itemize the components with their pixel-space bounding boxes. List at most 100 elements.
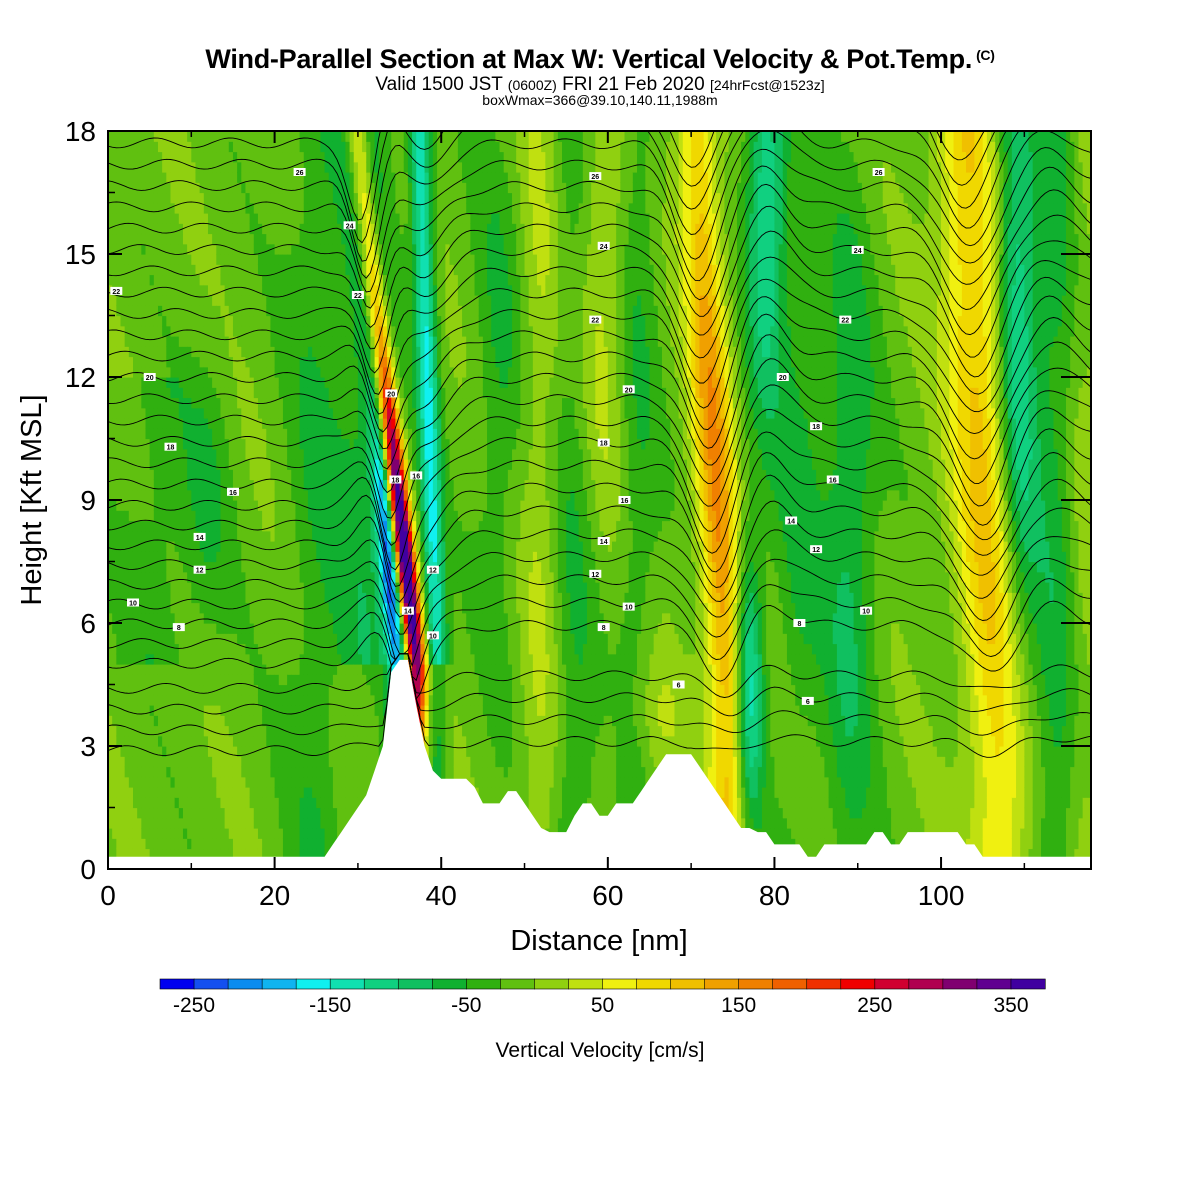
velocity-cell <box>341 602 347 614</box>
velocity-cell <box>312 264 317 276</box>
velocity-cell <box>162 530 167 542</box>
velocity-cell <box>141 510 147 522</box>
velocity-cell <box>357 223 363 235</box>
velocity-cell <box>391 510 397 522</box>
velocity-cell <box>295 807 301 819</box>
velocity-cell <box>299 571 305 583</box>
velocity-cell <box>195 828 201 839</box>
velocity-cell <box>108 469 113 481</box>
velocity-cell <box>241 459 247 470</box>
velocity-cell <box>353 530 359 542</box>
velocity-cell <box>357 756 363 768</box>
velocity-cell <box>157 633 163 645</box>
velocity-cell <box>178 561 184 573</box>
velocity-cell <box>108 438 113 450</box>
velocity-cell <box>320 674 326 686</box>
velocity-cell <box>203 817 209 829</box>
velocity-cell <box>124 243 130 255</box>
velocity-cell <box>245 325 251 337</box>
velocity-cell <box>245 448 251 460</box>
velocity-cell <box>345 653 351 665</box>
velocity-cell <box>341 182 347 194</box>
velocity-cell <box>232 305 238 317</box>
velocity-cell <box>316 315 322 327</box>
velocity-cell <box>387 459 392 470</box>
velocity-cell <box>228 828 234 839</box>
velocity-cell <box>370 643 376 655</box>
velocity-cell <box>112 571 117 583</box>
velocity-cell <box>108 418 113 429</box>
velocity-cell <box>120 766 126 778</box>
velocity-cell <box>291 325 297 337</box>
velocity-cell <box>253 848 259 860</box>
velocity-cell <box>157 243 163 255</box>
velocity-cell <box>166 561 172 573</box>
velocity-cell <box>357 510 363 522</box>
velocity-cell <box>362 766 367 778</box>
velocity-cell <box>320 346 326 358</box>
velocity-cell <box>162 489 167 501</box>
velocity-cell <box>220 397 226 409</box>
velocity-cell <box>178 756 184 768</box>
velocity-cell <box>237 612 242 624</box>
velocity-cell <box>278 797 284 809</box>
velocity-cell <box>162 756 167 768</box>
velocity-cell <box>166 664 172 675</box>
velocity-cell <box>220 520 226 532</box>
velocity-cell <box>278 715 284 727</box>
velocity-cell <box>149 510 155 522</box>
velocity-cell <box>170 756 176 768</box>
velocity-cell <box>332 766 338 778</box>
velocity-cell <box>382 192 388 204</box>
velocity-cell <box>232 633 238 645</box>
velocity-cell <box>116 469 122 481</box>
velocity-cell <box>391 469 397 481</box>
velocity-cell <box>253 664 259 675</box>
velocity-cell <box>366 623 372 634</box>
velocity-cell <box>274 254 280 265</box>
velocity-cell <box>320 776 326 788</box>
velocity-cell <box>337 397 342 409</box>
velocity-cell <box>370 602 376 614</box>
velocity-cell <box>203 828 209 839</box>
velocity-cell <box>153 131 159 142</box>
velocity-cell <box>182 161 188 173</box>
velocity-cell <box>278 766 284 778</box>
velocity-cell <box>108 838 113 850</box>
velocity-cell <box>249 233 255 245</box>
velocity-cell <box>120 336 126 347</box>
velocity-cell <box>374 612 380 624</box>
velocity-cell <box>270 653 276 665</box>
velocity-cell <box>241 592 247 604</box>
velocity-cell <box>332 254 338 265</box>
velocity-cell <box>141 551 147 563</box>
velocity-cell <box>370 356 376 368</box>
velocity-cell <box>328 346 334 358</box>
velocity-cell <box>257 274 263 286</box>
velocity-cell <box>345 602 351 614</box>
velocity-cell <box>241 530 247 542</box>
velocity-cell <box>241 817 247 829</box>
velocity-cell <box>137 684 142 696</box>
velocity-cell <box>132 797 138 809</box>
velocity-cell <box>237 192 242 204</box>
velocity-cell <box>312 756 317 768</box>
velocity-cell <box>366 407 372 419</box>
velocity-cell <box>203 776 209 788</box>
velocity-cell <box>312 582 317 593</box>
velocity-cell <box>195 725 201 737</box>
velocity-cell <box>108 233 113 245</box>
velocity-cell <box>324 264 330 276</box>
velocity-cell <box>199 725 205 737</box>
velocity-cell <box>320 284 326 296</box>
velocity-cell <box>132 387 138 399</box>
velocity-cell <box>224 336 230 347</box>
velocity-cell <box>316 356 322 368</box>
velocity-cell <box>166 151 172 163</box>
velocity-cell <box>212 295 217 306</box>
velocity-cell <box>149 161 155 173</box>
velocity-cell <box>182 315 188 327</box>
velocity-cell <box>266 366 272 378</box>
velocity-cell <box>170 448 176 460</box>
velocity-cell <box>199 131 205 142</box>
